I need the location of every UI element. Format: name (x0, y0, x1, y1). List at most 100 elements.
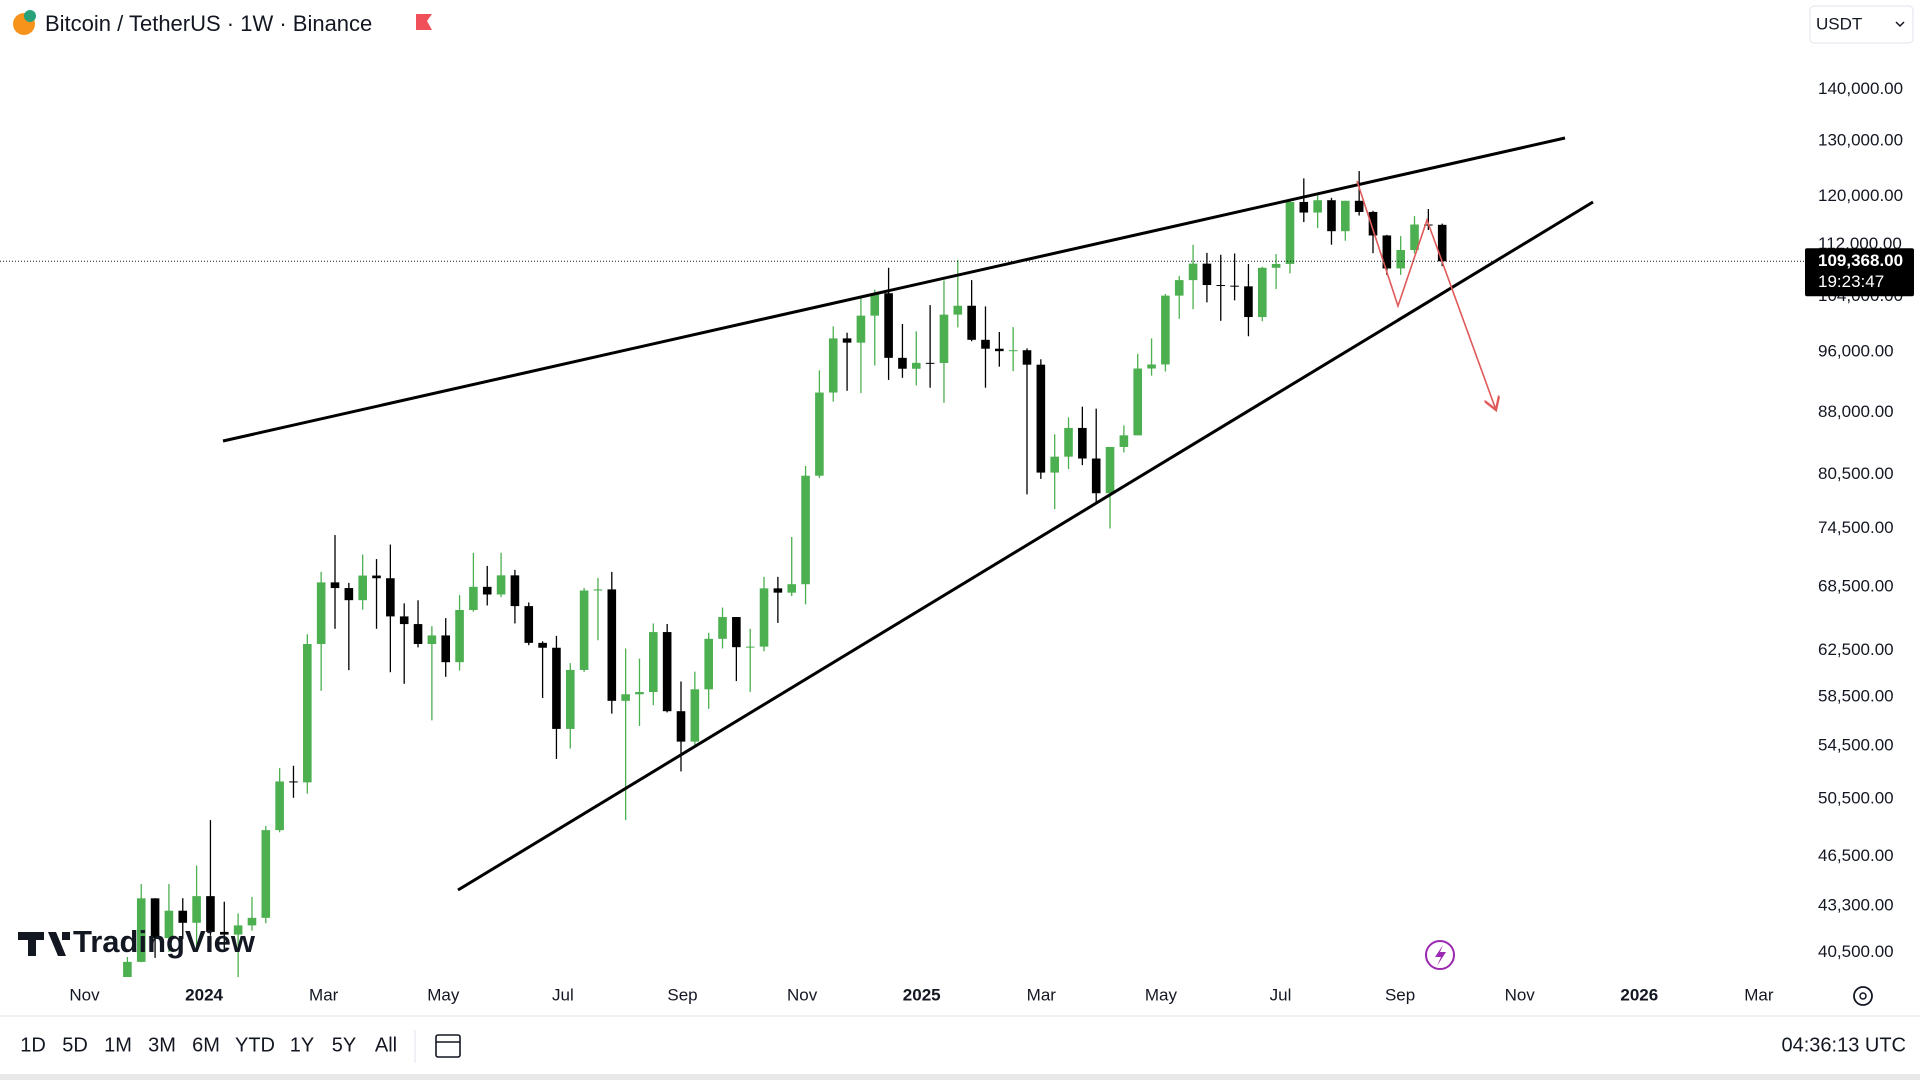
lightning-button[interactable] (1425, 940, 1455, 970)
candle-body (303, 643, 312, 783)
candle-body (621, 694, 630, 701)
candle-body (1091, 458, 1101, 494)
projection-arrow (1356, 180, 1496, 410)
candle-body (1354, 200, 1364, 212)
y-tick-label: 50,500.00 (1818, 789, 1894, 808)
candle-body (815, 392, 824, 476)
candle-body (469, 586, 478, 610)
candle-body (482, 586, 492, 595)
range-button[interactable]: YTD (235, 1034, 275, 1056)
candle-body (1299, 201, 1309, 213)
candle-body (981, 339, 990, 349)
candle-body (123, 961, 132, 977)
y-tick-label: 54,500.00 (1818, 736, 1894, 755)
candle-body (1382, 235, 1392, 269)
candle-body (1437, 224, 1447, 262)
candle-body (344, 588, 354, 601)
range-button[interactable]: 5D (62, 1034, 88, 1056)
x-tick-label: 2024 (185, 985, 223, 1004)
x-tick-label: Jul (1270, 985, 1292, 1004)
clock: 04:36:13 UTC (1781, 1034, 1906, 1056)
candle-body (842, 338, 852, 343)
dropdown-arrow (1895, 21, 1905, 28)
candle-body (925, 362, 935, 364)
currency-select[interactable] (1809, 5, 1914, 44)
range-button[interactable]: 3M (148, 1034, 176, 1056)
range-button[interactable]: 1M (104, 1034, 132, 1056)
y-tick-label: 58,500.00 (1818, 686, 1894, 705)
x-tick-label: Nov (787, 985, 818, 1004)
symbol-title: Bitcoin / TetherUS · 1W · Binance (45, 11, 372, 36)
candle-body (1313, 200, 1322, 213)
candle-body (704, 638, 713, 690)
candle-body (1078, 427, 1087, 459)
x-tick-label: May (427, 985, 460, 1004)
x-tick-label: 2026 (1620, 985, 1658, 1004)
brand-name: TradingView (73, 924, 256, 959)
flag-icon[interactable] (416, 14, 432, 30)
candle-body (732, 617, 741, 648)
candle-body (1105, 446, 1115, 494)
last-price-box (1805, 248, 1914, 297)
candle-body (1410, 224, 1419, 251)
candle-body (1036, 364, 1046, 473)
candle-body (1188, 263, 1198, 281)
candle-body (552, 647, 561, 729)
trend-line (457, 200, 1594, 892)
candle-body (1161, 295, 1170, 365)
candle-body (178, 910, 188, 923)
candle-body (1271, 263, 1281, 268)
candle-body (898, 357, 907, 369)
candle-body (261, 830, 271, 918)
candle-body (219, 931, 229, 935)
candle-body (649, 632, 658, 693)
currency-label[interactable]: USDT (1816, 14, 1862, 33)
candle-body (1050, 456, 1059, 473)
settings-icon (1859, 992, 1867, 1000)
candle-body (441, 635, 451, 663)
y-tick-label: 130,000.00 (1818, 130, 1903, 149)
x-tick-label: May (1145, 985, 1178, 1004)
candle-body (759, 588, 769, 647)
x-tick-label: Mar (309, 985, 339, 1004)
candle-body (496, 575, 506, 595)
candle-body (427, 635, 437, 644)
candle-body (787, 584, 797, 593)
candle-body (1216, 285, 1226, 287)
trend-line (222, 136, 1566, 443)
settings-button[interactable] (1853, 986, 1873, 1006)
calendar-button[interactable] (435, 1034, 461, 1058)
candle-body (565, 669, 575, 729)
range-button[interactable]: 1Y (290, 1034, 314, 1056)
x-tick-label: Sep (1385, 985, 1415, 1004)
range-button[interactable]: 1D (20, 1034, 46, 1056)
candle-body (828, 338, 838, 393)
brand-logo (18, 932, 70, 956)
y-tick-label: 80,500.00 (1818, 464, 1894, 483)
plot-area (123, 171, 1447, 977)
candle-body (953, 305, 963, 315)
y-tick-label: 43,300.00 (1818, 896, 1894, 915)
range-button[interactable]: 5Y (332, 1034, 356, 1056)
candle-body (538, 642, 547, 648)
y-tick-label: 40,500.00 (1818, 942, 1894, 961)
lightning-icon (1435, 945, 1446, 966)
candle-body (870, 293, 880, 316)
range-button[interactable]: 6M (192, 1034, 220, 1056)
candle-body (1396, 250, 1405, 269)
range-button[interactable]: All (375, 1034, 397, 1056)
y-tick-label: 88,000.00 (1818, 402, 1894, 421)
candle-body (1119, 435, 1129, 447)
y-tick-label: 46,500.00 (1818, 846, 1894, 865)
candle-body (275, 781, 284, 831)
candle-body (1147, 364, 1156, 369)
y-tick-label: 62,500.00 (1818, 640, 1894, 659)
x-tick-label: Jul (552, 985, 574, 1004)
y-tick-label: 96,000.00 (1818, 342, 1894, 361)
countdown: 19:23:47 (1818, 272, 1884, 291)
candle-body (399, 616, 409, 625)
candle-body (593, 589, 603, 591)
candle-body (1341, 200, 1350, 232)
